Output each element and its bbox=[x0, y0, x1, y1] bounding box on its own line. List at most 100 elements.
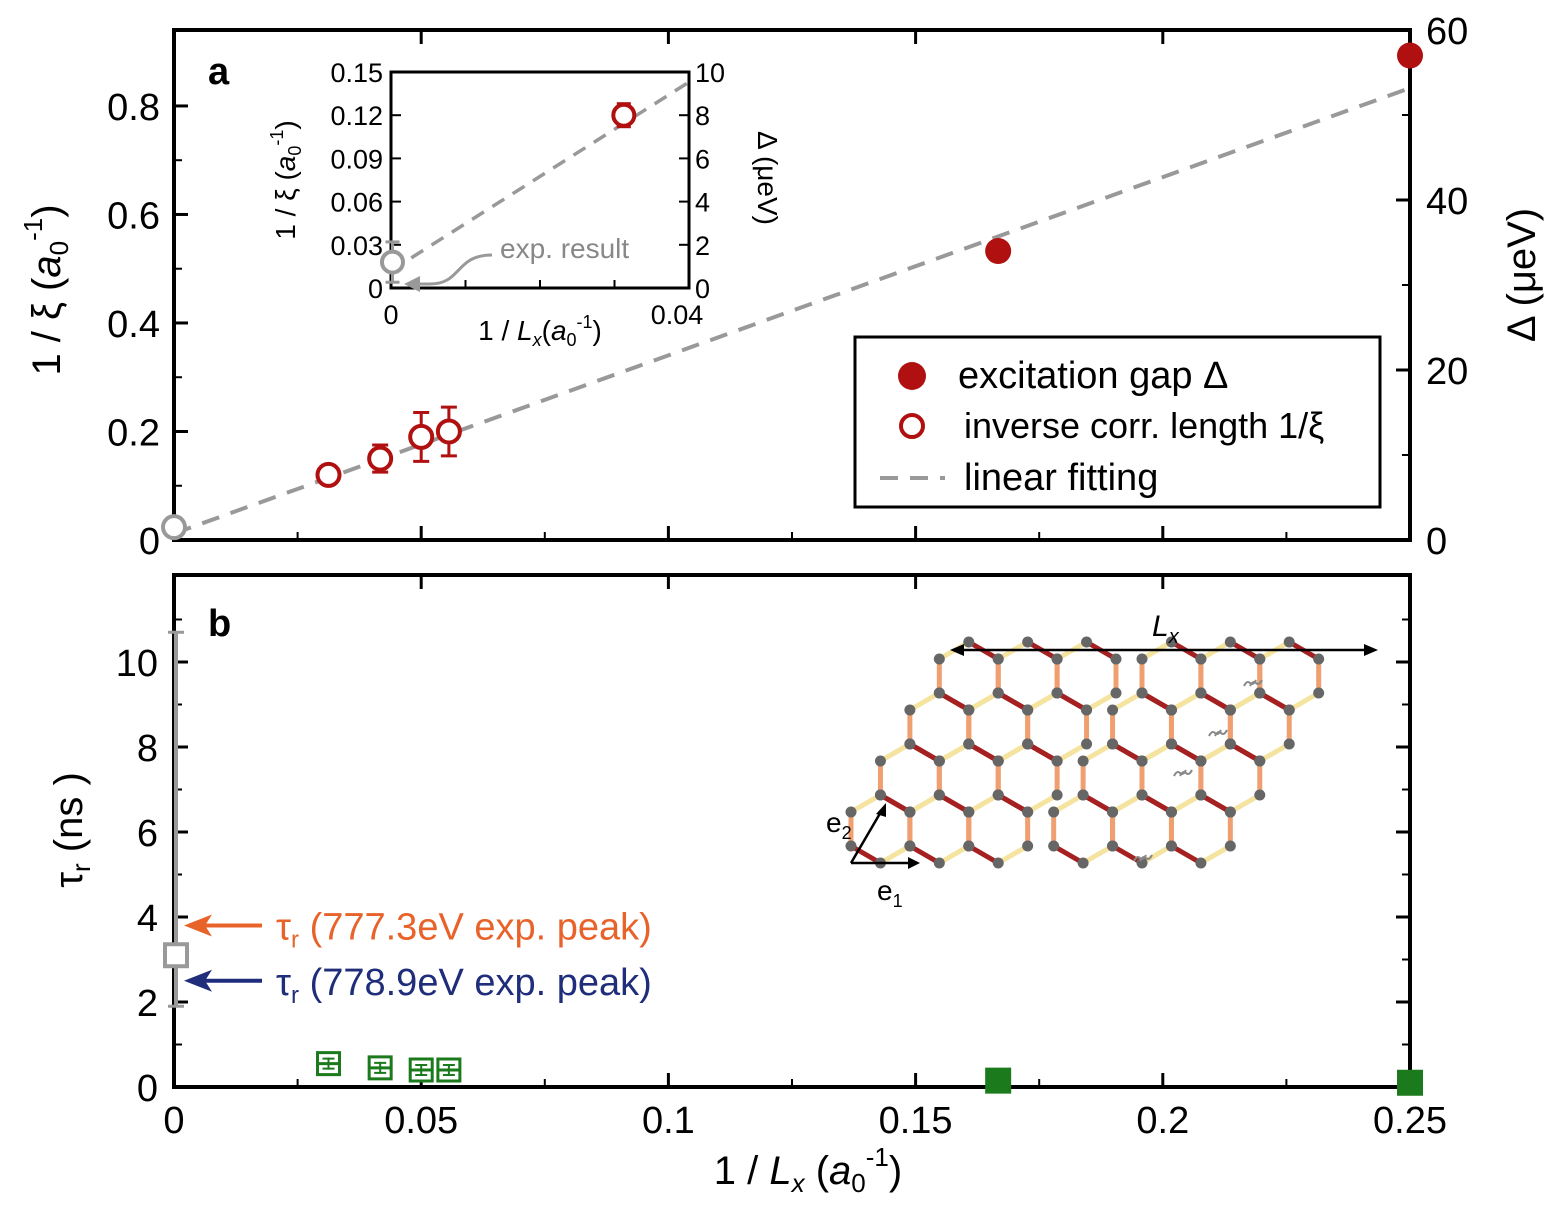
lattice-site bbox=[1048, 806, 1060, 818]
lattice-site bbox=[1195, 857, 1207, 869]
tau-hatched-point bbox=[408, 1057, 434, 1083]
y-tick-label: 0 bbox=[139, 521, 160, 563]
lattice-bond bbox=[936, 741, 972, 764]
lattice-bond bbox=[966, 741, 1001, 764]
lattice-bond bbox=[966, 690, 1001, 713]
legend-gap-label: excitation gap Δ bbox=[958, 355, 1228, 397]
panel-label-a: a bbox=[208, 51, 230, 93]
x-axis-label: 1 / Lx (a0-1) bbox=[714, 1142, 902, 1198]
y-tick-label: 2 bbox=[137, 983, 158, 1025]
lattice-site bbox=[1254, 687, 1266, 699]
lattice-bond bbox=[877, 741, 913, 764]
lattice-site bbox=[1077, 755, 1089, 767]
lattice-bond bbox=[1227, 690, 1263, 713]
tau-hatched-point bbox=[367, 1055, 393, 1081]
lattice-site bbox=[963, 704, 975, 716]
lattice-site bbox=[1136, 789, 1148, 801]
lattice-site bbox=[1051, 653, 1063, 665]
lattice-bond bbox=[995, 843, 1031, 866]
inset-y2-tick-label: 10 bbox=[695, 58, 725, 88]
lattice-site bbox=[874, 755, 886, 767]
lattice-bond bbox=[995, 690, 1031, 713]
corr-length-point bbox=[408, 423, 435, 450]
inset-y2-tick-label: 2 bbox=[695, 231, 710, 261]
lattice-bond bbox=[1054, 690, 1090, 713]
lattice-bond bbox=[907, 741, 942, 764]
y-axis-label: τr (ns ) bbox=[47, 772, 96, 888]
lattice-site bbox=[992, 789, 1004, 801]
y2-axis-label: Δ (μeV) bbox=[1500, 208, 1544, 342]
lattice-site bbox=[1283, 704, 1295, 716]
y2-tick-label: 0 bbox=[1426, 521, 1447, 563]
panel-b: 0 0.05 0.1 0.15 0.2 0.25 0 2 4 6 8 10 1 / Lx (a0-1) τ… bbox=[47, 573, 1447, 1198]
lattice-bond bbox=[1110, 843, 1145, 866]
lattice-site bbox=[1022, 806, 1034, 818]
lattice-site bbox=[1313, 653, 1325, 665]
y-axis-label: 1 / ξ (a0-1) bbox=[18, 204, 74, 375]
lattice-bond bbox=[1198, 741, 1233, 764]
lattice-bond bbox=[1198, 843, 1233, 866]
tau-hatched-point bbox=[436, 1057, 462, 1083]
lattice-bond bbox=[936, 843, 972, 866]
exp-result-arrow bbox=[412, 253, 493, 286]
lattice-site bbox=[992, 755, 1004, 767]
lattice-site bbox=[933, 755, 945, 767]
lattice-site bbox=[1224, 840, 1236, 852]
annotation-arrowhead bbox=[184, 914, 212, 937]
inset-x-tick-label: 0 bbox=[383, 300, 398, 330]
lattice-site bbox=[1195, 789, 1207, 801]
x-tick-label: 0.1 bbox=[642, 1100, 695, 1142]
annotation-label: τr (778.9eV exp. peak) bbox=[276, 962, 652, 1009]
lattice-site bbox=[963, 806, 975, 818]
lattice-bond bbox=[907, 690, 942, 713]
y-tick-label: 0 bbox=[137, 1068, 158, 1110]
inset-y2-tick-label: 8 bbox=[695, 101, 710, 131]
lattice-bond bbox=[1168, 690, 1204, 713]
lattice-bond bbox=[936, 792, 972, 815]
lattice-site bbox=[992, 687, 1004, 699]
inset-y-tick-label: 0.06 bbox=[330, 188, 383, 218]
corr-length-point bbox=[367, 445, 394, 472]
e2-label: e2 bbox=[826, 807, 852, 843]
lattice-site bbox=[1254, 653, 1266, 665]
lattice-site bbox=[1081, 738, 1093, 750]
lattice-bond bbox=[1198, 792, 1233, 815]
annotation-arrowhead bbox=[184, 969, 212, 992]
lattice-site bbox=[963, 636, 975, 648]
inset-y-label: 1 / ξ (a0-1) bbox=[267, 120, 305, 240]
inset-y-tick-label: 0.09 bbox=[330, 144, 383, 174]
lattice-bond bbox=[1051, 792, 1086, 815]
lattice-bond bbox=[848, 843, 883, 866]
lattice-site bbox=[1165, 738, 1177, 750]
lattice-site bbox=[1165, 840, 1177, 852]
break-mark bbox=[1249, 679, 1263, 687]
break-mark bbox=[1214, 729, 1228, 737]
e2-vector bbox=[849, 809, 884, 864]
lattice-site bbox=[1051, 687, 1063, 699]
lattice-bond bbox=[1025, 792, 1060, 815]
lattice-bond bbox=[995, 741, 1031, 764]
x-tick-label: 0.25 bbox=[1373, 1100, 1447, 1142]
inset-y2-tick-label: 0 bbox=[695, 274, 710, 304]
tau-filled-point bbox=[985, 1067, 1012, 1094]
tau-filled-point bbox=[1397, 1069, 1423, 1096]
lattice-bond bbox=[966, 792, 1001, 815]
lattice-site bbox=[1195, 687, 1207, 699]
lattice-site bbox=[1136, 857, 1148, 869]
exp-result-label: exp. result bbox=[500, 233, 629, 264]
gap-point bbox=[1397, 42, 1423, 69]
y-tick-label: 6 bbox=[137, 813, 158, 855]
lattice-site bbox=[1107, 704, 1119, 716]
inset-x-tick-label: 0.04 bbox=[651, 300, 704, 330]
lattice-site bbox=[874, 789, 886, 801]
lattice-site bbox=[933, 789, 945, 801]
lattice-bond bbox=[1110, 741, 1145, 764]
y-tick-label: 4 bbox=[137, 898, 158, 940]
lattice-site bbox=[1077, 789, 1089, 801]
lattice-site bbox=[992, 653, 1004, 665]
lattice-site bbox=[1081, 704, 1093, 716]
lattice-site bbox=[1077, 857, 1089, 869]
lattice-bond bbox=[1139, 741, 1174, 764]
lattice-bond bbox=[1168, 843, 1204, 866]
